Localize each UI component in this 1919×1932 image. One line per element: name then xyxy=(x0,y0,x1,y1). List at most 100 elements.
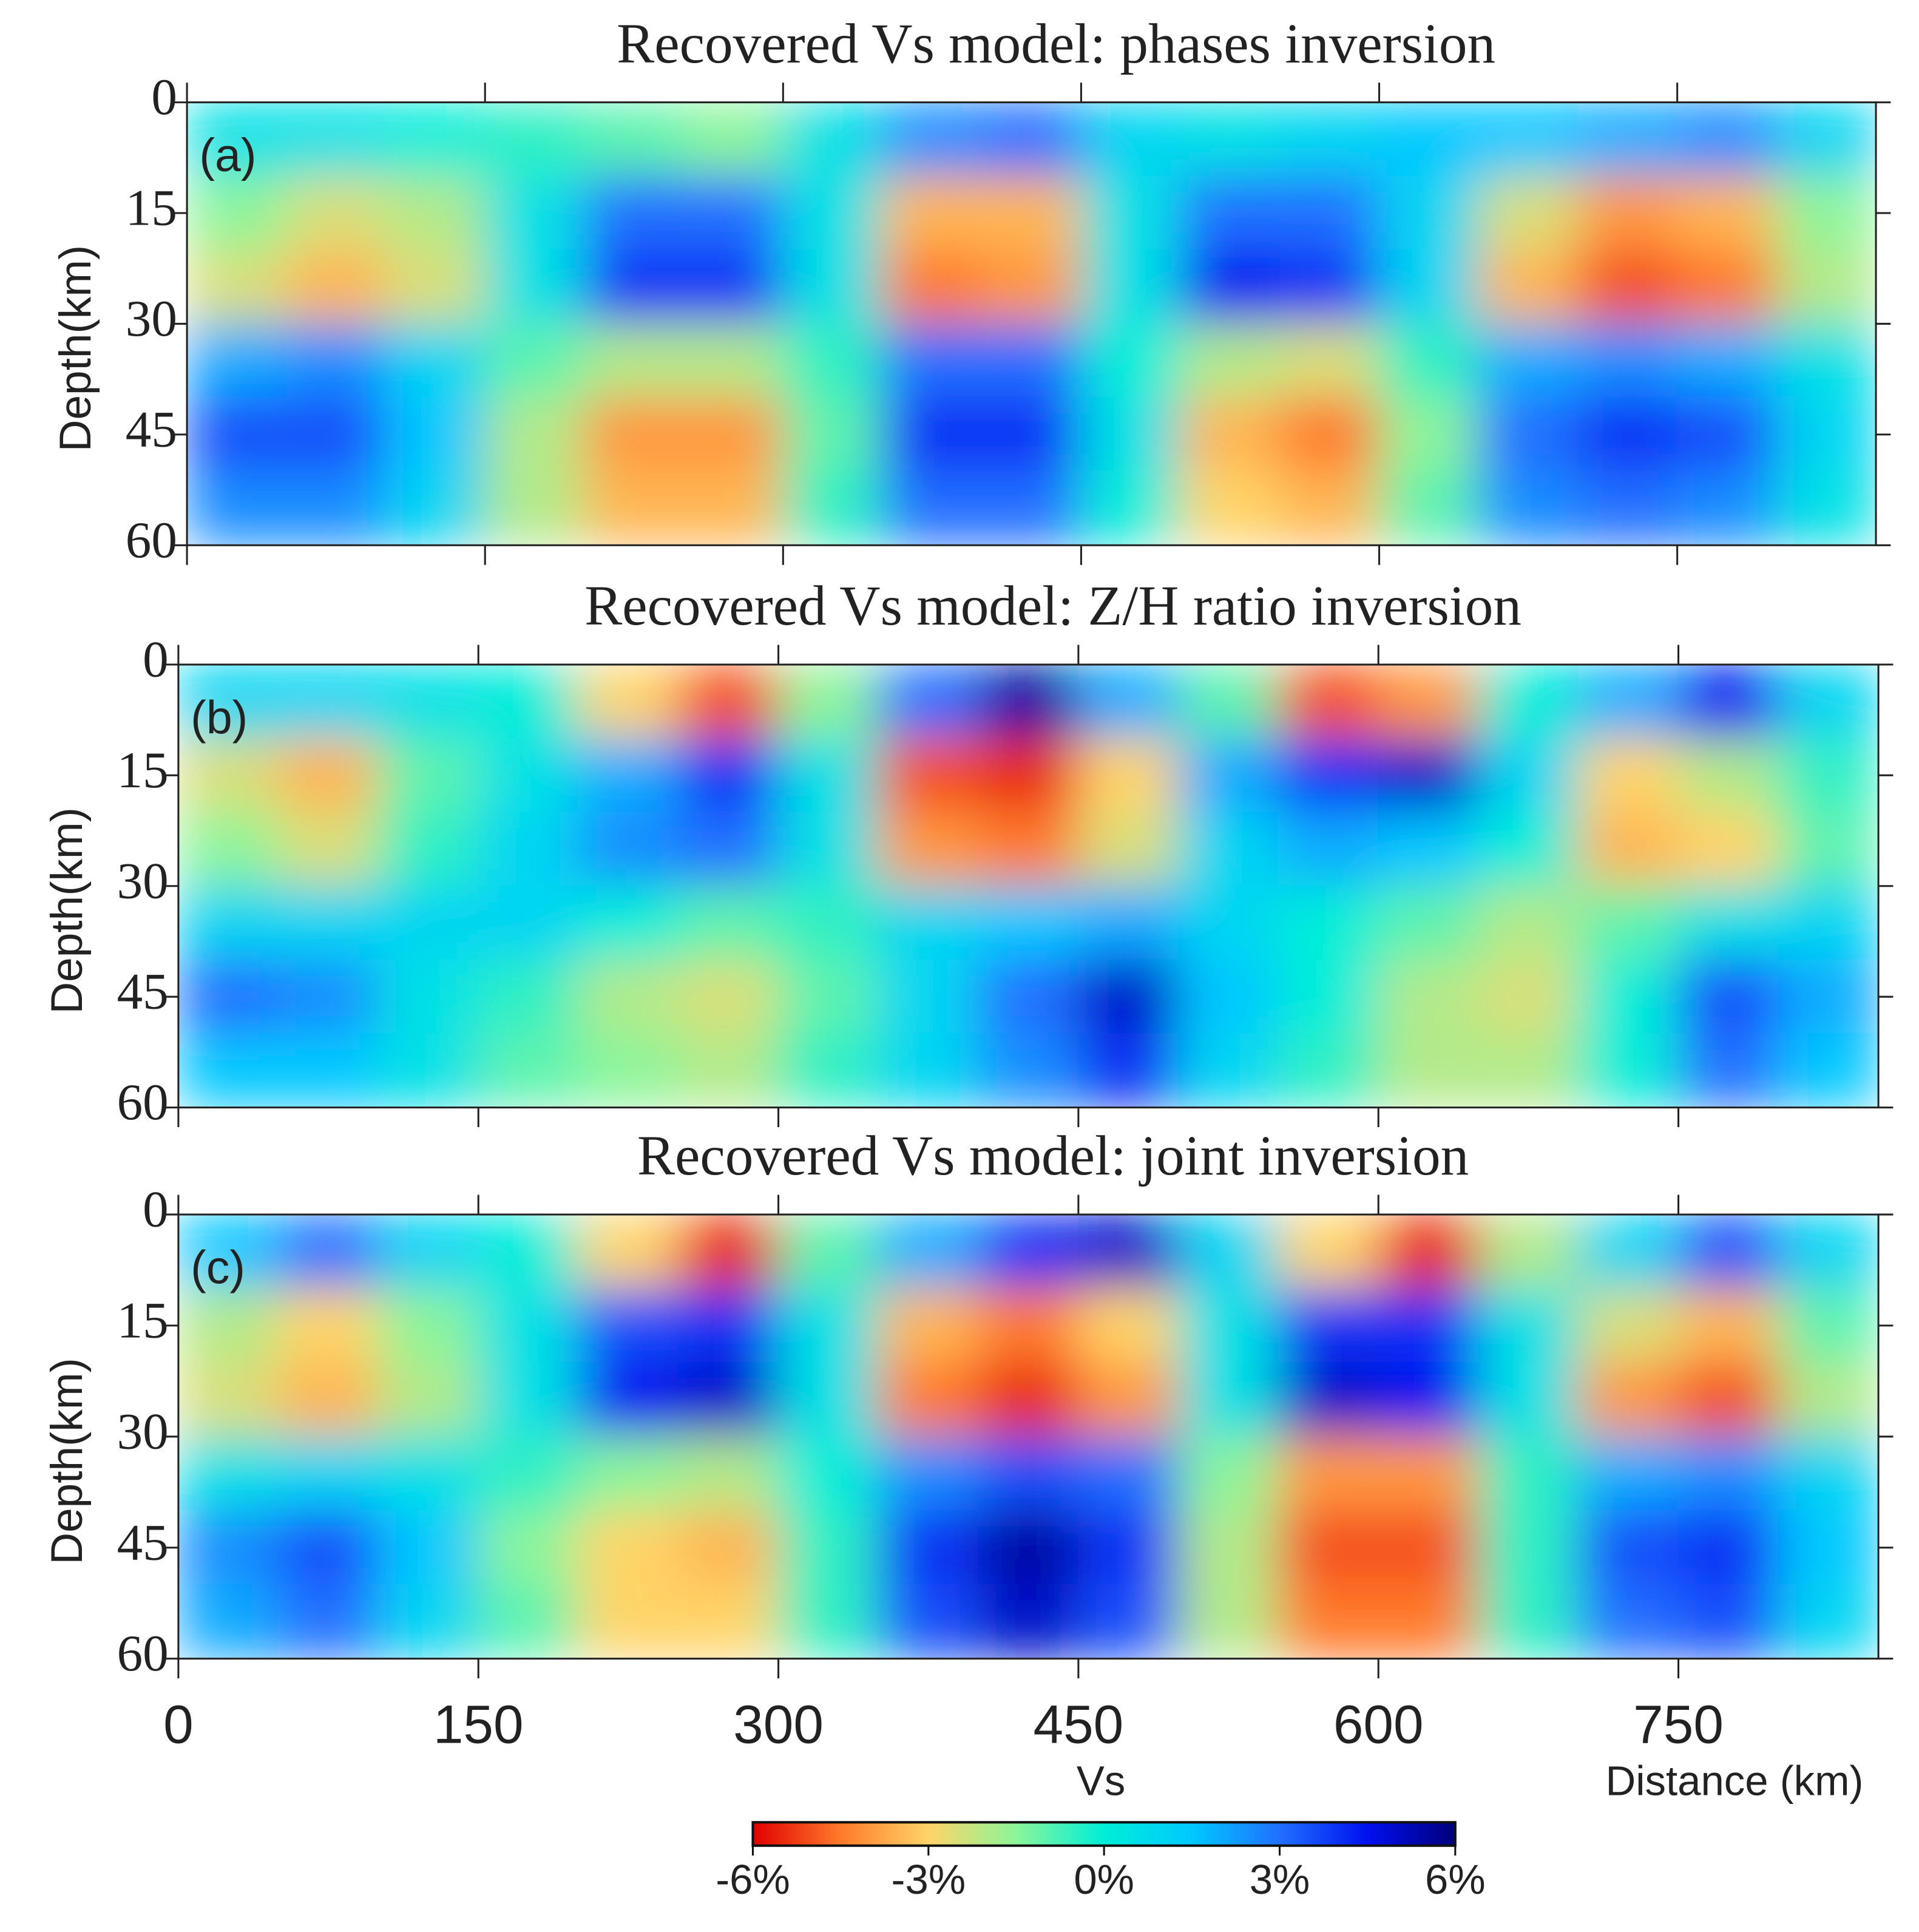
heatmap-cell xyxy=(1676,397,1778,472)
heatmap-cell xyxy=(1577,175,1678,251)
heatmap-cell xyxy=(1677,1435,1779,1511)
heatmap-cell xyxy=(1577,397,1678,472)
heatmap-cell xyxy=(1077,737,1179,813)
heatmap-cell xyxy=(677,812,779,887)
y-axis-label: Depth(km) xyxy=(42,807,92,1014)
heatmap-cell xyxy=(677,1213,779,1289)
heatmap-cell xyxy=(1180,175,1281,251)
heatmap-cell xyxy=(1577,1287,1679,1363)
heatmap-cell xyxy=(1177,1213,1279,1289)
heatmap-cell xyxy=(1077,885,1179,961)
heatmap-cells xyxy=(177,1213,1880,1659)
heatmap-cell xyxy=(1478,470,1579,546)
heatmap-cell xyxy=(1778,1584,1880,1659)
heatmap-cell xyxy=(1278,959,1379,1034)
y-tick-label: 30 xyxy=(117,1403,169,1460)
heatmap-cell xyxy=(1278,1584,1379,1659)
heatmap-cell xyxy=(1378,1584,1480,1659)
heatmap-cell xyxy=(277,1435,379,1511)
heatmap-cell xyxy=(878,1510,980,1585)
y-axis-label: Depth(km) xyxy=(42,1358,92,1565)
heatmap-cell xyxy=(1180,101,1281,177)
heatmap-cell xyxy=(1577,1032,1679,1108)
heatmap-cell xyxy=(1077,1584,1179,1659)
heatmap-cell xyxy=(1177,1287,1279,1363)
heatmap-cell xyxy=(377,959,479,1034)
heatmap-cell xyxy=(1378,1213,1480,1289)
heatmap-cell xyxy=(1577,1584,1679,1659)
heatmap-cell xyxy=(1677,1361,1779,1437)
heatmap-cell xyxy=(277,812,379,887)
heatmap-cell xyxy=(878,1032,980,1108)
heatmap-cell xyxy=(677,663,779,739)
heatmap-cell xyxy=(1378,323,1480,399)
heatmap-cell xyxy=(177,1510,279,1585)
x-axis-label: Distance (km) xyxy=(1605,1758,1863,1805)
heatmap-cell xyxy=(1676,101,1778,177)
heatmap-cell xyxy=(1778,885,1880,961)
x-tick-label: 0 xyxy=(163,1694,194,1755)
heatmap-cell xyxy=(484,101,585,177)
heatmap-cell xyxy=(1177,663,1279,739)
heatmap-cell xyxy=(277,1032,379,1108)
heatmap-cell xyxy=(177,1287,279,1363)
heatmap-cell xyxy=(385,323,486,399)
heatmap-cell xyxy=(777,1213,879,1289)
heatmap-cell xyxy=(882,323,983,399)
heatmap-cell xyxy=(1778,737,1880,813)
heatmap-cell xyxy=(1478,397,1579,472)
heatmap-cell xyxy=(1378,812,1480,887)
heatmap-cell xyxy=(677,1435,779,1511)
heatmap-cell xyxy=(478,1287,580,1363)
heatmap-cell xyxy=(1378,663,1480,739)
chart-title: Recovered Vs model: Z/H ratio inversion xyxy=(584,575,1521,637)
heatmap-cell xyxy=(277,885,379,961)
heatmap-cell xyxy=(478,1584,580,1659)
heatmap-cell xyxy=(1478,101,1579,177)
heatmap-cell xyxy=(1278,737,1379,813)
heatmap-cell xyxy=(1778,1213,1880,1289)
heatmap-cell xyxy=(782,101,884,177)
heatmap-cell xyxy=(1077,1435,1179,1511)
heatmap-cell xyxy=(1477,1213,1579,1289)
heatmap-cell xyxy=(1778,1032,1880,1108)
heatmap-cell xyxy=(1080,249,1182,325)
heatmap-cell xyxy=(1180,249,1281,325)
heatmap-cell xyxy=(1677,885,1779,961)
heatmap-cell xyxy=(683,323,784,399)
y-tick-label: 30 xyxy=(117,852,169,909)
heatmap-cell xyxy=(1278,663,1379,739)
heatmap-cell xyxy=(1677,1213,1779,1289)
heatmap-cell xyxy=(377,1584,479,1659)
heatmap-cell xyxy=(1778,1287,1880,1363)
heatmap-cell xyxy=(1776,175,1877,251)
heatmap-cell xyxy=(1677,663,1779,739)
heatmap-cell xyxy=(1080,397,1182,472)
heatmap-cell xyxy=(385,249,486,325)
heatmap-cell xyxy=(777,1361,879,1437)
heatmap-cell xyxy=(978,1287,1079,1363)
heatmap-cell xyxy=(1279,249,1380,325)
heatmap-cell xyxy=(1676,323,1778,399)
heatmap-cell xyxy=(177,737,279,813)
heatmap-cell xyxy=(683,101,784,177)
heatmap-cell xyxy=(1577,663,1679,739)
heatmap-cell xyxy=(1577,323,1678,399)
heatmap-cell xyxy=(683,175,784,251)
heatmap-cell xyxy=(1080,101,1182,177)
heatmap-cell xyxy=(677,885,779,961)
heatmap-cell xyxy=(777,812,879,887)
colorbar-tick-label: -6% xyxy=(716,1856,790,1903)
heatmap-cell xyxy=(1080,470,1182,546)
heatmap-cell xyxy=(1778,1361,1880,1437)
heatmap-cell xyxy=(577,1361,679,1437)
x-tick-label: 150 xyxy=(433,1694,524,1755)
heatmap-cells xyxy=(186,101,1877,546)
heatmap-cell xyxy=(285,175,387,251)
heatmap-cell xyxy=(1778,959,1880,1034)
heatmap-cell xyxy=(683,470,784,546)
heatmap-cell xyxy=(583,397,685,472)
heatmap-cell xyxy=(277,1510,379,1585)
heatmap-cell xyxy=(277,1361,379,1437)
heatmap-cell xyxy=(1378,1287,1480,1363)
